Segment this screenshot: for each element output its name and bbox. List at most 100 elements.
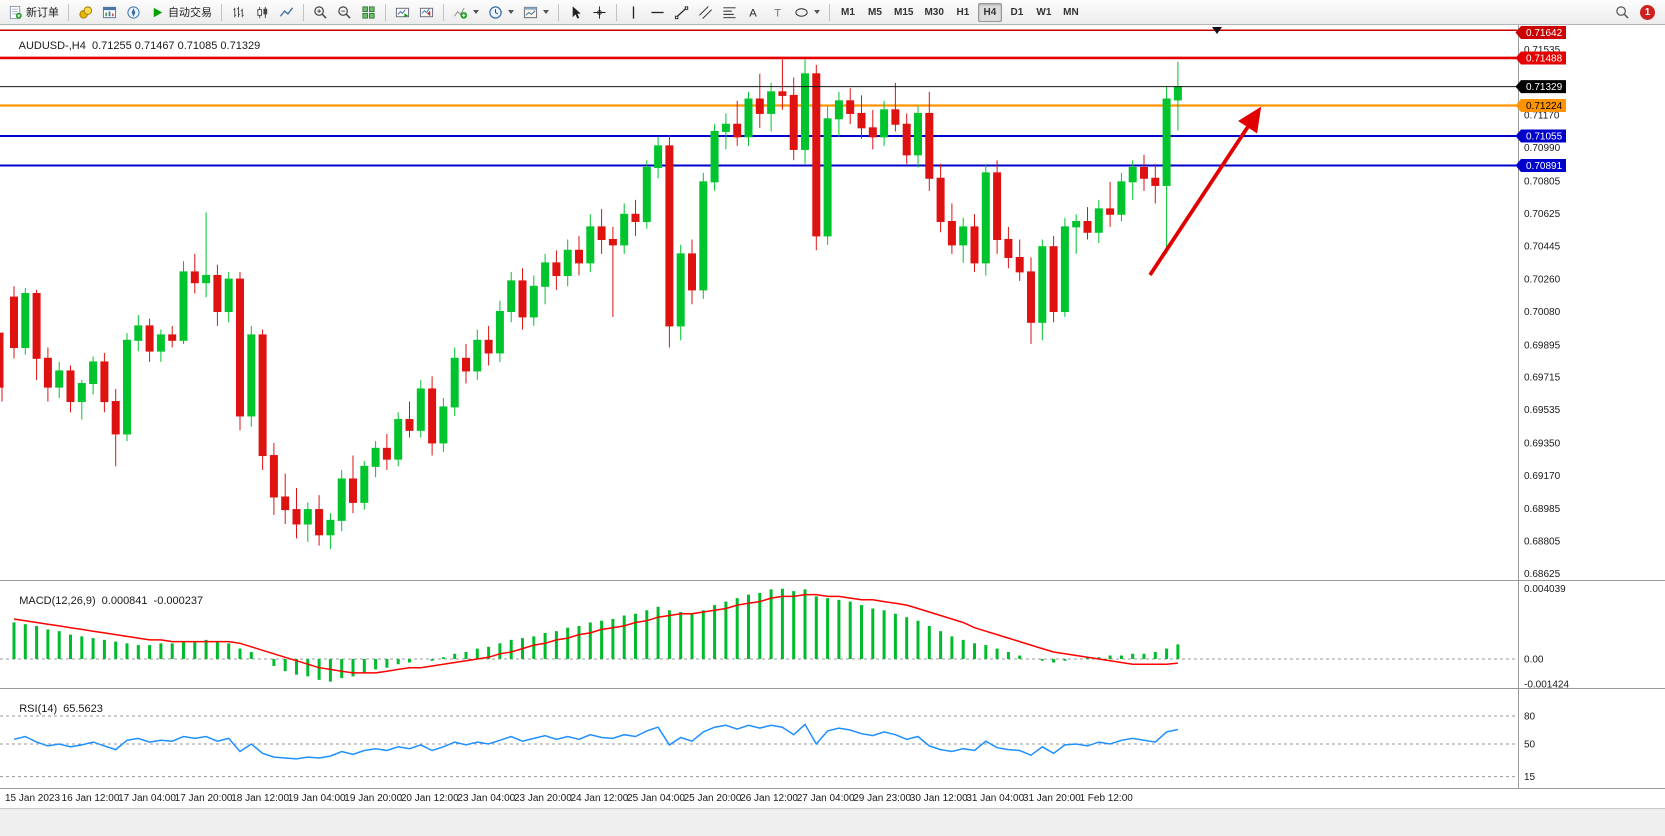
shapes-tool-button[interactable] bbox=[790, 2, 824, 23]
timeframe-w1-button[interactable]: W1 bbox=[1032, 3, 1056, 22]
crosshair-button[interactable] bbox=[588, 2, 611, 23]
price-tag[interactable]: 0.71329 bbox=[1515, 80, 1567, 94]
candle-body bbox=[111, 401, 120, 435]
time-axis-label: 24 Jan 12:00 bbox=[571, 793, 629, 804]
candle-body bbox=[688, 253, 696, 291]
cursor-button[interactable] bbox=[564, 2, 587, 23]
candle-body bbox=[597, 226, 606, 240]
periods-button[interactable] bbox=[484, 2, 518, 23]
rsi-level-label: 15 bbox=[1524, 772, 1536, 783]
price-tag[interactable]: 0.71488 bbox=[1515, 51, 1567, 65]
time-axis-label: 23 Jan 20:00 bbox=[514, 793, 572, 804]
candle-body bbox=[914, 112, 922, 156]
timeframe-mn-button[interactable]: MN bbox=[1059, 3, 1083, 22]
candle-body bbox=[676, 253, 685, 327]
candle-body bbox=[349, 478, 357, 503]
vertical-line-tool-button[interactable] bbox=[622, 2, 645, 23]
bar-chart-type-button[interactable] bbox=[227, 2, 250, 23]
candle-body bbox=[236, 278, 244, 417]
line-chart-type-button[interactable] bbox=[275, 2, 298, 23]
candle-body bbox=[190, 271, 199, 284]
price-tag[interactable]: 0.71642 bbox=[1515, 26, 1567, 39]
fibonacci-icon bbox=[723, 6, 736, 18]
timeframe-m5-button[interactable]: M5 bbox=[863, 3, 887, 22]
timeframe-d1-button[interactable]: D1 bbox=[1005, 3, 1029, 22]
templates-icon bbox=[523, 6, 538, 18]
candle-body bbox=[405, 419, 414, 431]
candle-body bbox=[642, 166, 651, 222]
notification-badge[interactable]: 1 bbox=[1640, 4, 1655, 20]
dropdown-caret-icon bbox=[814, 10, 820, 14]
timeframe-m1-button[interactable]: M1 bbox=[836, 3, 860, 22]
candle-body bbox=[360, 465, 369, 503]
price-tick-label: 0.69895 bbox=[1524, 340, 1561, 351]
candle-body bbox=[43, 357, 52, 388]
toolbar-separator bbox=[443, 3, 444, 21]
timeframe-m15-button[interactable]: M15 bbox=[890, 3, 917, 22]
channel-tool-button[interactable] bbox=[694, 2, 717, 23]
candle-body bbox=[586, 226, 595, 264]
rsi-line bbox=[13, 723, 1179, 760]
market-watch-button[interactable] bbox=[74, 2, 97, 23]
fibonacci-tool-button[interactable] bbox=[718, 2, 741, 23]
tile-windows-button[interactable] bbox=[357, 2, 380, 23]
horizontal-line-tool-button[interactable] bbox=[646, 2, 669, 23]
time-axis-label: 25 Jan 20:00 bbox=[684, 793, 742, 804]
candle-body bbox=[21, 292, 30, 349]
candle-body bbox=[710, 130, 719, 183]
chart-shift-marker[interactable] bbox=[1212, 27, 1222, 34]
chart-canvas[interactable]: 0.71535 0.71170 0.70990 0.70805 0.70625 0.704… bbox=[0, 25, 1665, 808]
templates-button[interactable] bbox=[519, 2, 553, 23]
navigator-button[interactable] bbox=[122, 2, 145, 23]
candle-body bbox=[767, 91, 776, 114]
price-tag-label: 0.71055 bbox=[1526, 131, 1563, 142]
trend-arrow-annotation[interactable] bbox=[1148, 106, 1262, 277]
candle-body bbox=[77, 383, 86, 403]
chart-shift-button[interactable] bbox=[415, 2, 438, 23]
time-axis-label: 16 Jan 12:00 bbox=[62, 793, 120, 804]
candlestick-type-button[interactable] bbox=[251, 2, 274, 23]
zoom-in-button[interactable] bbox=[309, 2, 332, 23]
candle-body bbox=[0, 332, 4, 388]
price-tag[interactable]: 0.70891 bbox=[1515, 158, 1567, 172]
candle-body bbox=[970, 226, 979, 264]
toolbar-separator bbox=[68, 3, 69, 21]
price-tick-label: 0.70445 bbox=[1524, 241, 1561, 252]
candle-body bbox=[631, 213, 640, 222]
label-tool-button[interactable]: T bbox=[766, 2, 789, 23]
zoom-out-button[interactable] bbox=[333, 2, 356, 23]
candle-body bbox=[450, 357, 459, 408]
timeframe-h4-button[interactable]: H4 bbox=[977, 2, 1002, 22]
candle-body bbox=[202, 274, 211, 284]
autotrading-button[interactable]: 自动交易 bbox=[146, 2, 216, 23]
search-button[interactable] bbox=[1611, 2, 1634, 23]
candle-body bbox=[552, 262, 561, 276]
candle-body bbox=[224, 278, 233, 313]
candle-body bbox=[123, 339, 131, 435]
auto-scroll-button[interactable] bbox=[391, 2, 414, 23]
price-tag-label: 0.71224 bbox=[1526, 101, 1563, 112]
macd-scale-label: 0.00 bbox=[1524, 655, 1544, 666]
text-tool-button[interactable]: A bbox=[742, 2, 765, 23]
candle-body bbox=[168, 334, 177, 341]
price-tag[interactable]: 0.71224 bbox=[1515, 99, 1567, 113]
trendline-tool-button[interactable] bbox=[670, 2, 693, 23]
candle-body bbox=[563, 249, 572, 276]
candle-body bbox=[100, 361, 109, 403]
price-tick-label: 0.69715 bbox=[1524, 373, 1561, 384]
price-tag-bg bbox=[1515, 80, 1566, 94]
data-window-button[interactable] bbox=[98, 2, 121, 23]
indicators-button[interactable] bbox=[449, 2, 483, 23]
price-tick-label: 0.69535 bbox=[1524, 405, 1561, 416]
price-tag-bg bbox=[1515, 51, 1566, 65]
price-tag[interactable]: 0.71055 bbox=[1515, 129, 1567, 143]
candle-body bbox=[721, 123, 730, 132]
candle-body bbox=[891, 109, 900, 125]
timeframe-m30-button[interactable]: M30 bbox=[920, 3, 947, 22]
candle-body bbox=[326, 519, 335, 536]
timeframe-h1-button[interactable]: H1 bbox=[951, 3, 975, 22]
candle-body bbox=[699, 181, 708, 291]
new-order-button[interactable]: 新订单 bbox=[4, 2, 63, 23]
clock-icon bbox=[489, 5, 502, 19]
candle-body bbox=[1106, 208, 1115, 215]
